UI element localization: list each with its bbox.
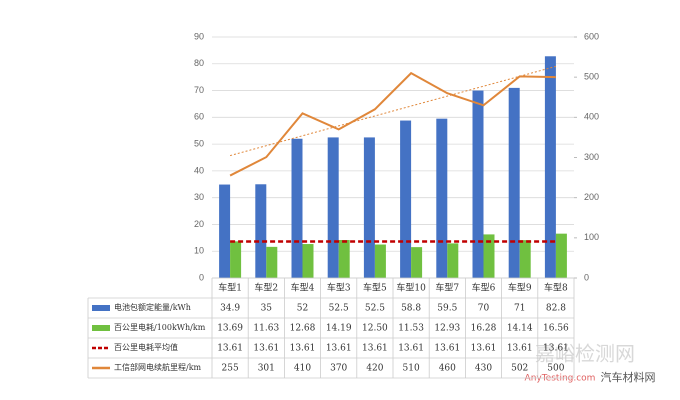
table-value: 410 [294,364,311,374]
table-value: 13.61 [362,344,388,354]
y-tick-label: 80 [194,58,204,68]
table-value: 59.5 [437,304,457,314]
watermark: AnyTesting.com [525,374,596,384]
table-value: 35 [261,304,273,314]
table-value: 13.61 [253,344,279,354]
bar [483,234,495,278]
x-tick-label: 车型10 [396,282,426,294]
x-tick-label: 车型8 [544,282,568,294]
table-value: 255 [222,364,239,374]
table-value: 13.61 [326,344,352,354]
watermark: 嘉峪检测网 [535,342,635,366]
bar [447,243,459,278]
table-value: 34.9 [220,304,240,314]
legend-label: 百公里电耗/100kWh/km [114,322,206,332]
table-value: 52.5 [365,304,385,314]
table-value: 13.61 [471,344,497,354]
bar [508,87,520,278]
table-value: 11.53 [398,324,424,334]
table-value: 13.61 [543,344,569,354]
y2-tick-label: 0 [584,272,589,282]
bar [400,120,412,279]
y2-tick-label: 300 [584,152,599,162]
y-tick-label: 20 [194,219,204,229]
table-value: 58.8 [401,304,421,314]
table-value: 13.61 [290,344,316,354]
x-tick-label: 车型1 [218,282,242,294]
table-value: 52 [297,304,308,314]
bar [411,247,423,278]
table-value: 430 [475,364,492,374]
y2-tick-label: 500 [584,72,599,82]
table-value: 510 [403,364,420,374]
table-value: 301 [258,364,275,374]
x-tick-label: 车型7 [435,282,459,294]
x-tick-label: 车型4 [291,282,315,294]
table-value: 14.19 [326,324,352,334]
table-value: 502 [511,364,528,374]
bar [255,184,267,278]
legend-marker [92,325,110,331]
trendline [229,65,557,157]
table-value: 13.61 [217,344,243,354]
legend-label: 百公里电耗平均值 [114,342,178,352]
y2-tick-label: 200 [584,192,599,202]
y-tick-label: 90 [194,31,204,41]
table-value: 500 [547,364,564,374]
bar [291,138,303,278]
bar [472,90,484,278]
table-value: 13.69 [217,324,243,334]
table-value: 13.61 [507,344,533,354]
table-value: 460 [439,364,456,374]
y2-tick-label: 100 [584,232,599,242]
bar [338,240,350,278]
bar [219,184,231,278]
x-tick-label: 车型9 [508,282,532,294]
table-value: 14.14 [507,324,533,334]
y-tick-label: 30 [194,192,204,202]
table-value: 12.68 [290,324,316,334]
bar [544,56,556,278]
y-tick-label: 50 [194,138,204,148]
bar [266,246,278,278]
table-value: 16.28 [471,324,497,334]
y-tick-label: 40 [194,165,204,175]
table-value: 12.93 [434,324,460,334]
table-value: 71 [514,304,525,314]
bar [436,118,448,278]
y2-tick-label: 600 [584,31,599,41]
line [229,71,556,177]
bar [519,240,531,278]
x-tick-label: 车型5 [363,282,387,294]
bar [327,137,339,278]
table-value: 13.61 [398,344,424,354]
bar [302,244,314,278]
table-value: 70 [478,304,490,314]
table-value: 82.8 [546,304,566,314]
table-value: 16.56 [543,324,569,334]
y-tick-label: 0 [199,272,204,282]
y-tick-label: 10 [194,246,204,256]
y-tick-label: 70 [194,85,204,95]
table-value: 52.5 [329,304,349,314]
bar [374,244,386,278]
table-value: 13.61 [434,344,460,354]
table-value: 12.50 [362,324,388,334]
table-value: 370 [330,364,347,374]
x-tick-label: 车型2 [254,282,278,294]
legend-label: 电池包额定能量/kWh [114,302,191,312]
bar [230,241,242,278]
y2-tick-label: 400 [584,112,599,122]
legend-label: 工信部网电续航里程/km [114,362,202,372]
x-tick-label: 车型6 [472,282,496,294]
x-tick-label: 车型3 [327,282,351,294]
table-value: 420 [366,364,383,374]
table-value: 11.63 [253,324,279,334]
watermark: 汽车材料网 [601,370,656,384]
bar [555,233,567,278]
legend-marker [92,305,110,311]
y-tick-label: 60 [194,112,204,122]
bar [363,137,375,278]
